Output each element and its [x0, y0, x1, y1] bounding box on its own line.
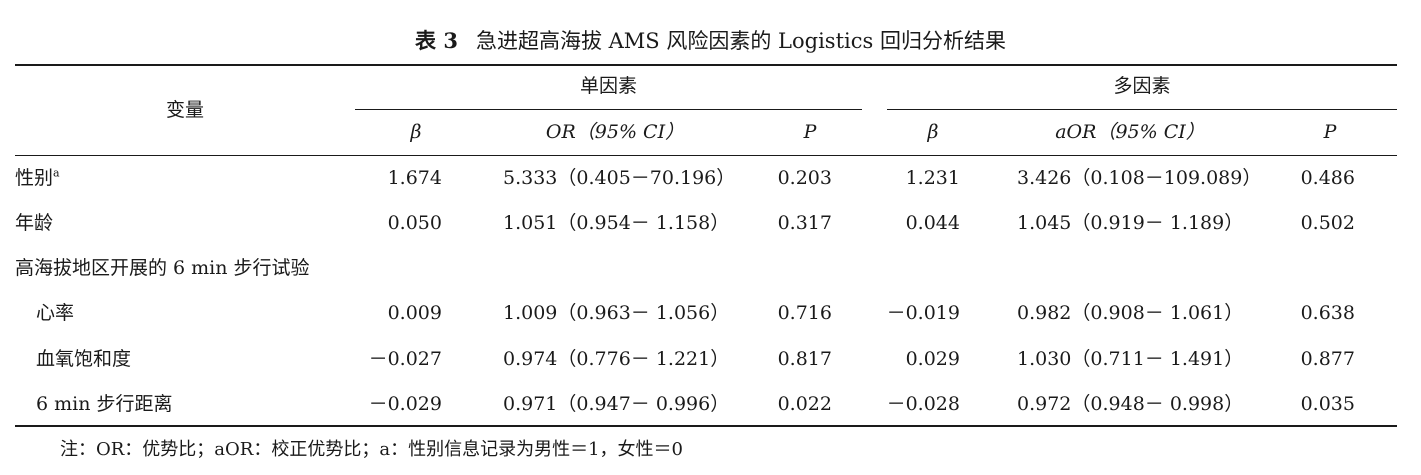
cell-beta-uni: 0.050	[387, 212, 442, 234]
header-rule	[15, 155, 1397, 156]
header-beta-multi: β	[927, 121, 939, 143]
cell-aor-ci: 3.426（0.108－109.089）	[1017, 167, 1262, 189]
cell-or-ci: 0.974（0.776－ 1.221）	[503, 348, 730, 370]
bottom-rule	[15, 425, 1397, 427]
header-aor-ci: aOR（95% CI）	[1055, 121, 1205, 143]
cell-or-ci: 1.009（0.963－ 1.056）	[503, 302, 730, 324]
cell-beta-multi: 0.029	[905, 348, 960, 370]
cell-p-multi: 0.877	[1300, 348, 1355, 370]
cell-or-ci: 1.051（0.954－ 1.158）	[503, 212, 730, 234]
row-label-sex: 性别a	[15, 166, 60, 189]
cell-aor-ci: 1.030（0.711－ 1.491）	[1017, 348, 1244, 370]
cell-beta-uni: 0.009	[387, 302, 442, 324]
header-beta-uni: β	[410, 121, 422, 143]
cell-p-multi: 0.035	[1300, 393, 1355, 415]
cell-aor-ci: 1.045（0.919－ 1.189）	[1017, 212, 1244, 234]
row-group-label: 高海拔地区开展的 6 min 步行试验	[15, 257, 310, 279]
cell-beta-uni: －0.029	[368, 393, 442, 415]
cell-p-uni: 0.317	[777, 212, 832, 234]
header-variable: 变量	[165, 99, 204, 121]
header-p-uni: P	[803, 121, 817, 143]
footnote-marker: a	[53, 166, 60, 180]
table-footnote: 注：OR：优势比；aOR：校正优势比；a：性别信息记录为男性＝1，女性＝0	[60, 439, 683, 460]
cell-p-uni: 0.716	[777, 302, 832, 324]
cell-aor-ci: 0.972（0.948－ 0.998）	[1017, 393, 1244, 415]
cell-p-uni: 0.203	[777, 167, 832, 189]
cell-beta-uni: －0.027	[368, 348, 442, 370]
cell-beta-uni: 1.674	[387, 167, 442, 189]
cell-p-uni: 0.022	[777, 393, 832, 415]
table-number: 表 3	[415, 28, 458, 53]
cell-or-ci: 5.333（0.405－70.196）	[503, 167, 736, 189]
row-label-age: 年龄	[15, 212, 54, 234]
cell-beta-multi: －0.028	[886, 393, 960, 415]
cell-beta-multi: 0.044	[905, 212, 960, 234]
header-p-multi: P	[1323, 121, 1337, 143]
cell-p-multi: 0.486	[1300, 167, 1355, 189]
univariate-rule	[355, 109, 862, 110]
cell-aor-ci: 0.982（0.908－ 1.061）	[1017, 302, 1244, 324]
multivariate-rule	[887, 109, 1397, 110]
cell-or-ci: 0.971（0.947－ 0.996）	[503, 393, 730, 415]
top-rule	[15, 64, 1397, 66]
header-univariate: 单因素	[579, 75, 637, 97]
table-caption: 急进超高海拔 AMS 风险因素的 Logistics 回归分析结果	[475, 29, 1006, 53]
row-label-walk-distance: 6 min 步行距离	[36, 393, 173, 415]
cell-p-multi: 0.502	[1300, 212, 1355, 234]
cell-beta-multi: 1.231	[905, 167, 960, 189]
cell-beta-multi: －0.019	[886, 302, 960, 324]
cell-p-multi: 0.638	[1300, 302, 1355, 324]
header-multivariate: 多因素	[1113, 75, 1171, 97]
row-label-spo2: 血氧饱和度	[36, 348, 132, 370]
table-title: 表 3 急进超高海拔 AMS 风险因素的 Logistics 回归分析结果	[0, 26, 1421, 56]
header-or-ci: OR（95% CI）	[545, 121, 685, 143]
cell-p-uni: 0.817	[777, 348, 832, 370]
row-label-heart-rate: 心率	[36, 302, 75, 324]
